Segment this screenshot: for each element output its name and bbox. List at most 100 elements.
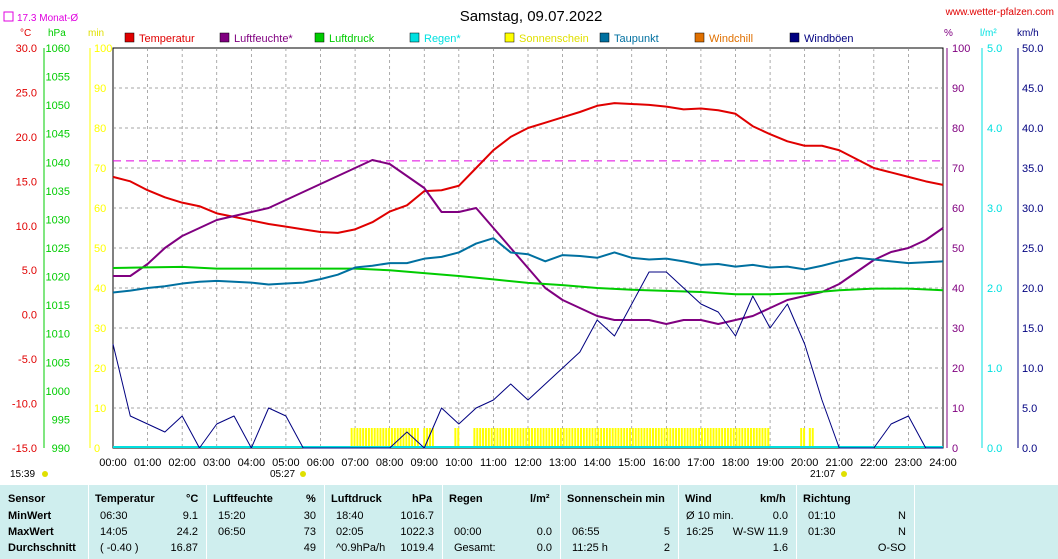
header-rain-unit: l/m² [530, 493, 550, 505]
stat-press-time: ^0.9hPa/h [336, 542, 386, 554]
temp-axis-tick: 10.0 [16, 221, 37, 233]
wind-axis-tick: 5.0 [1022, 403, 1037, 415]
sunshine-bar [706, 428, 709, 448]
col-divider [88, 485, 89, 559]
legend-label: Windchill [709, 33, 753, 45]
sunshine-bar [721, 428, 724, 448]
sunshine-bar [373, 428, 376, 448]
sunshine-bar [519, 428, 522, 448]
sunshine-bar [620, 428, 623, 448]
sunshine-bar [712, 428, 715, 448]
sunshine-bar [416, 428, 419, 448]
col-divider [442, 485, 443, 559]
sunshine-bar [677, 428, 680, 448]
pressure-axis-tick: 1005 [46, 357, 70, 369]
sunshine-bar [703, 428, 706, 448]
sunshine-bar [457, 428, 460, 448]
sun-axis-tick: 60 [94, 203, 106, 215]
pressure-axis-tick: 990 [52, 443, 70, 455]
sun-axis-tick: 70 [94, 163, 106, 175]
header-hum-unit: % [306, 493, 316, 505]
sunshine-bar [803, 428, 806, 448]
sunshine-bar [522, 428, 525, 448]
sunshine-bar [385, 428, 388, 448]
sunshine-bar [490, 428, 493, 448]
sunshine-bar [726, 428, 729, 448]
sunshine-bar [582, 428, 585, 448]
sunshine-bar [611, 428, 614, 448]
sunshine-bar [482, 428, 485, 448]
unit-percent: % [944, 28, 953, 39]
sunshine-bar [755, 428, 758, 448]
sunshine-bar [608, 428, 611, 448]
sunshine-bar [811, 428, 814, 448]
unit-hpa: hPa [48, 28, 66, 39]
sunshine-bar [476, 428, 479, 448]
sunshine-bar [396, 428, 399, 448]
x-tick: 05:00 [272, 457, 300, 469]
x-tick: 17:00 [687, 457, 715, 469]
rain-axis-tick: 5.0 [987, 43, 1002, 55]
sunshine-bar [356, 428, 359, 448]
humidity-axis-tick: 20 [952, 363, 964, 375]
sunshine-bar [556, 428, 559, 448]
sunshine-bar [698, 428, 701, 448]
sunshine-bar [411, 428, 414, 448]
sunshine-bar [640, 428, 643, 448]
sunshine-bar [666, 428, 669, 448]
sunshine-bar [623, 428, 626, 448]
sunshine-bar [764, 428, 767, 448]
temp-axis-tick: -5.0 [18, 354, 37, 366]
sunshine-bar [513, 428, 516, 448]
legend-swatch [694, 32, 705, 43]
sunshine-bar [484, 428, 487, 448]
stat-temp-time: ( -0.40 ) [100, 542, 139, 554]
sunshine-bar [600, 428, 603, 448]
sunshine-bar [741, 428, 744, 448]
humidity-axis-tick: 50 [952, 243, 964, 255]
stat-hum-time: 06:50 [218, 526, 246, 538]
temp-axis-tick: -15.0 [12, 443, 37, 455]
pressure-axis-tick: 1055 [46, 72, 70, 84]
stat-dir-time: 01:10 [808, 510, 836, 522]
humidity-axis-tick: 30 [952, 323, 964, 335]
stat-hum-val: 73 [303, 526, 316, 538]
pressure-axis-tick: 1030 [46, 214, 70, 226]
wind-axis-tick: 40.0 [1022, 123, 1043, 135]
x-tick: 14:00 [583, 457, 611, 469]
stat-wind-val: W-SW 11.9 [732, 526, 788, 538]
legend-swatch [314, 32, 325, 43]
sunset-icon [841, 471, 847, 477]
temp-axis-tick: 30.0 [16, 43, 37, 55]
sunshine-bar [516, 428, 519, 448]
legend-label: Taupunkt [614, 33, 659, 45]
header-temp-unit: °C [186, 493, 199, 505]
x-tick: 13:00 [549, 457, 577, 469]
pressure-axis-tick: 1050 [46, 100, 70, 112]
sunshine-bar [758, 428, 761, 448]
pressure-axis-tick: 1015 [46, 300, 70, 312]
x-tick: 08:00 [376, 457, 404, 469]
sunshine-bar [675, 428, 678, 448]
unit-lm2: l/m² [980, 28, 997, 39]
unit-celsius: °C [20, 28, 31, 39]
sunshine-bar [365, 428, 368, 448]
x-tick: 04:00 [238, 457, 266, 469]
x-tick: 07:00 [341, 457, 369, 469]
site-link[interactable]: www.wetter-pfalzen.com [945, 7, 1054, 18]
x-tick: 11:00 [480, 457, 507, 469]
sunshine-bar [761, 428, 764, 448]
temp-axis-tick: -10.0 [12, 399, 37, 411]
sunshine-bar [718, 428, 721, 448]
wind-axis-tick: 10.0 [1022, 363, 1043, 375]
stat-dir-val: O-SO [877, 542, 906, 554]
sunshine-bar [692, 428, 695, 448]
x-tick: 02:00 [168, 457, 196, 469]
sun-axis-tick: 10 [94, 403, 106, 415]
sunshine-bar [591, 428, 594, 448]
sunshine-bar [617, 428, 620, 448]
stat-temp-val: 9.1 [182, 510, 198, 522]
pressure-axis-tick: 1020 [46, 272, 70, 284]
x-tick: 21:00 [825, 457, 853, 469]
stat-hum-val: 30 [303, 510, 316, 522]
